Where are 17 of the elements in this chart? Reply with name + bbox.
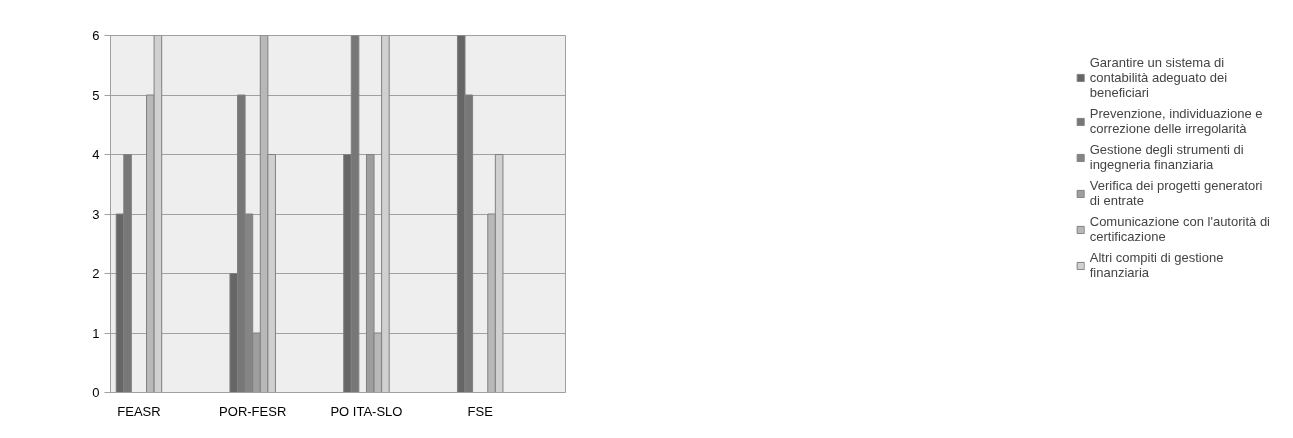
y-tick-label: 4 <box>92 147 100 162</box>
legend-label: Prevenzione, individuazione e correzione delle irregolarità <box>1089 106 1263 136</box>
legend-label: Verifica dei progetti generatori di entrate <box>1089 178 1263 208</box>
y-tick-label: 0 <box>92 385 100 400</box>
legend-label: Gestione degli strumenti di ingegneria finanziaria <box>1089 142 1244 172</box>
x-tick-label: PO ITA-SLO <box>330 403 403 419</box>
x-tick-label: FSE <box>467 403 494 419</box>
y-tick-label: 2 <box>92 266 100 281</box>
x-tick-label: POR-FESR <box>219 403 287 419</box>
legend-label: Altri compiti di gestione finanziaria <box>1089 250 1224 280</box>
x-tick-label: FEASR <box>117 403 161 419</box>
y-tick-label: 3 <box>92 206 100 222</box>
legend-label: Garantire un sistema di contabilità adeguato dei beneficiari <box>1089 55 1228 100</box>
y-tick-label: 1 <box>92 325 100 341</box>
legend-label: Comunicazione con l'autorità di certificazione <box>1089 214 1270 244</box>
y-tick-label: 6 <box>92 28 100 43</box>
y-tick-label: 5 <box>92 87 100 103</box>
